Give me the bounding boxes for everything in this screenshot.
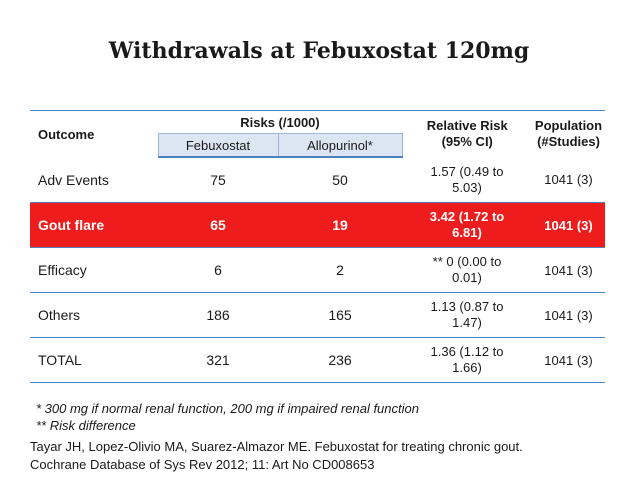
relative-risk-cell: 1.13 (0.87 to 1.47) bbox=[402, 292, 532, 338]
footnote-dose: * 300 mg if normal renal function, 200 m… bbox=[36, 401, 419, 416]
population-cell: 1041 (3) bbox=[532, 202, 605, 248]
relative-risk-line1: 1.36 (1.12 to bbox=[430, 344, 504, 359]
risks-header: Risks (/1000) bbox=[158, 110, 402, 134]
relative-risk-line1: ** 0 (0.00 to bbox=[432, 254, 502, 269]
relative-risk-header-line2: (95% CI) bbox=[441, 134, 493, 149]
relative-risk-header: Relative Risk (95% CI) bbox=[402, 110, 532, 157]
febuxostat-cell: 321 bbox=[158, 337, 278, 383]
relative-risk-line2: 6.81) bbox=[452, 225, 482, 240]
table-row: Adv Events 75 50 1.57 (0.49 to 5.03) 104… bbox=[30, 157, 605, 203]
footnote-risk-difference: ** Risk difference bbox=[36, 418, 136, 433]
relative-risk-line2: 5.03) bbox=[452, 179, 482, 195]
relative-risk-header-line1: Relative Risk bbox=[426, 118, 508, 133]
febuxostat-header: Febuxostat bbox=[157, 133, 279, 158]
febuxostat-cell: 65 bbox=[158, 202, 278, 248]
relative-risk-line1: 1.13 (0.87 to bbox=[430, 299, 504, 314]
population-cell: 1041 (3) bbox=[532, 337, 605, 383]
relative-risk-line2: 1.66) bbox=[452, 360, 482, 375]
allopurinol-cell: 165 bbox=[278, 292, 402, 338]
population-cell: 1041 (3) bbox=[532, 157, 605, 203]
relative-risk-line2: 0.01) bbox=[452, 270, 482, 285]
outcome-cell: Others bbox=[30, 292, 158, 338]
relative-risk-cell: 1.36 (1.12 to 1.66) bbox=[402, 337, 532, 383]
relative-risk-line2: 1.47) bbox=[452, 315, 482, 330]
allopurinol-cell: 50 bbox=[278, 157, 402, 203]
citation: Tayar JH, Lopez-Olivio MA, Suarez-Almazo… bbox=[30, 438, 523, 474]
allopurinol-header: Allopurinol* bbox=[277, 133, 403, 158]
outcome-cell: TOTAL bbox=[30, 337, 158, 383]
population-cell: 1041 (3) bbox=[532, 247, 605, 293]
febuxostat-cell: 6 bbox=[158, 247, 278, 293]
allopurinol-cell: 236 bbox=[278, 337, 402, 383]
population-header-line1: Population bbox=[534, 118, 603, 133]
header-row-1: Outcome Risks (/1000) Relative Risk (95%… bbox=[30, 110, 605, 157]
citation-line1: Tayar JH, Lopez-Olivio MA, Suarez-Almazo… bbox=[30, 439, 523, 454]
relative-risk-line1: 3.42 (1.72 to bbox=[429, 209, 505, 224]
allopurinol-cell: 2 bbox=[278, 247, 402, 293]
slide-title: Withdrawals at Febuxostat 120mg bbox=[108, 38, 530, 64]
outcome-cell: Gout flare bbox=[30, 202, 158, 248]
header-row-2: Febuxostat Allopurinol* bbox=[30, 133, 605, 158]
population-cell: 1041 (3) bbox=[532, 292, 605, 338]
outcome-cell: Efficacy bbox=[30, 247, 158, 293]
footnotes: * 300 mg if normal renal function, 200 m… bbox=[36, 400, 419, 434]
table-row: Efficacy 6 2 ** 0 (0.00 to 0.01) 1041 (3… bbox=[30, 247, 605, 293]
relative-risk-cell: 3.42 (1.72 to 6.81) bbox=[402, 202, 532, 248]
population-header: Population (#Studies) bbox=[532, 110, 605, 157]
table-row: Others 186 165 1.13 (0.87 to 1.47) 1041 … bbox=[30, 292, 605, 338]
withdrawals-table: Outcome Risks (/1000) Relative Risk (95%… bbox=[30, 110, 605, 383]
febuxostat-cell: 75 bbox=[158, 157, 278, 203]
relative-risk-cell: ** 0 (0.00 to 0.01) bbox=[402, 247, 532, 293]
table-row: TOTAL 321 236 1.36 (1.12 to 1.66) 1041 (… bbox=[30, 337, 605, 383]
febuxostat-cell: 186 bbox=[158, 292, 278, 338]
table-row-highlighted: Gout flare 65 19 3.42 (1.72 to 6.81) 104… bbox=[30, 202, 605, 248]
relative-risk-line1: 1.57 (0.49 to bbox=[430, 163, 504, 179]
population-header-line2: (#Studies) bbox=[537, 134, 600, 149]
outcome-cell: Adv Events bbox=[30, 157, 158, 203]
allopurinol-cell: 19 bbox=[278, 202, 402, 248]
outcome-header: Outcome bbox=[30, 110, 158, 157]
citation-line2: Cochrane Database of Sys Rev 2012; 11: A… bbox=[30, 457, 375, 472]
relative-risk-cell: 1.57 (0.49 to 5.03) bbox=[402, 157, 532, 203]
